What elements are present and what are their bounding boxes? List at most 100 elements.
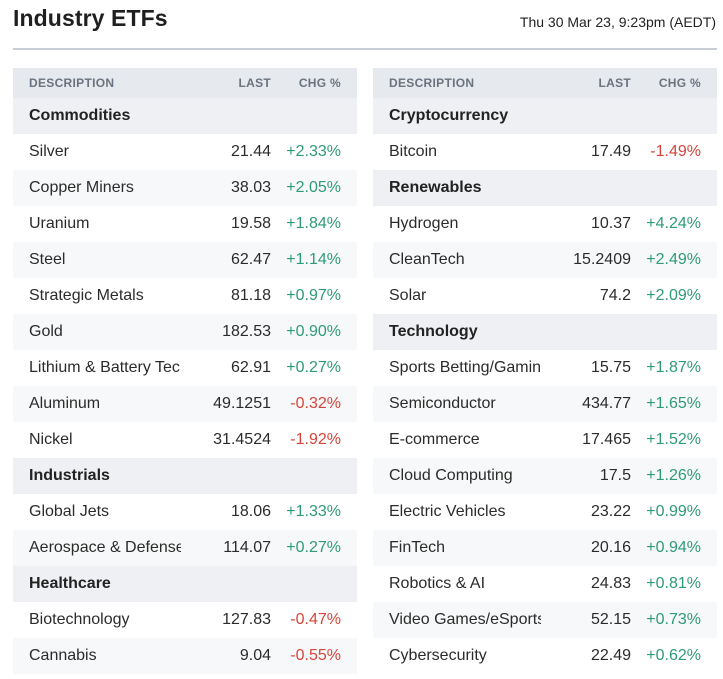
- table-row[interactable]: Sports Betting/Gaming 15.75 +1.87%: [373, 350, 717, 386]
- category-label: Technology: [389, 323, 478, 340]
- table-row[interactable]: Gold 182.53 +0.90%: [13, 314, 357, 350]
- column-header-change[interactable]: CHG %: [298, 76, 341, 90]
- change-percent: +0.99%: [646, 503, 701, 520]
- category-header: Technology: [373, 314, 717, 350]
- table-row[interactable]: Robotics & AI 24.83 +0.81%: [373, 566, 717, 602]
- table-row[interactable]: Hydrogen 10.37 +4.24%: [373, 206, 717, 242]
- change-percent: +1.52%: [646, 431, 701, 448]
- etf-name[interactable]: Electric Vehicles: [389, 503, 506, 520]
- etf-name[interactable]: Uranium: [29, 215, 90, 232]
- last-price: 17.5: [599, 467, 631, 484]
- last-price: 62.47: [230, 251, 271, 268]
- table-row[interactable]: Solar 74.2 +2.09%: [373, 278, 717, 314]
- timestamp: Thu 30 Mar 23, 9:23pm (AEDT): [519, 14, 716, 30]
- table-row[interactable]: Aluminum 49.1251 -0.32%: [13, 386, 357, 422]
- table-row[interactable]: Global Jets 18.06 +1.33%: [13, 494, 357, 530]
- change-percent: +2.05%: [286, 179, 341, 196]
- etf-name[interactable]: Biotechnology: [29, 611, 130, 628]
- table-row[interactable]: Aerospace & Defense 114.07 +0.27%: [13, 530, 357, 566]
- etf-name[interactable]: Semiconductor: [389, 395, 496, 412]
- change-percent: +1.87%: [646, 359, 701, 376]
- etf-name[interactable]: Silver: [29, 143, 70, 160]
- etf-name[interactable]: E-commerce: [389, 431, 480, 448]
- etf-name[interactable]: Cannabis: [29, 647, 97, 664]
- etf-name[interactable]: Video Games/eSports: [389, 611, 541, 628]
- last-price: 17.49: [590, 143, 631, 160]
- table-row[interactable]: Nickel 31.4524 -1.92%: [13, 422, 357, 458]
- category-header: Industrials: [13, 458, 357, 494]
- etf-name[interactable]: Hydrogen: [389, 215, 459, 232]
- etf-name[interactable]: Aluminum: [29, 395, 101, 412]
- table-row[interactable]: Cloud Computing 17.5 +1.26%: [373, 458, 717, 494]
- change-percent: +2.33%: [286, 143, 341, 160]
- table-row[interactable]: Biotechnology 127.83 -0.47%: [13, 602, 357, 638]
- etf-name[interactable]: Cybersecurity: [389, 647, 487, 664]
- etf-name[interactable]: Cloud Computing: [389, 467, 513, 484]
- table-row[interactable]: Strategic Metals 81.18 +0.97%: [13, 278, 357, 314]
- change-percent: +2.49%: [646, 251, 701, 268]
- table-row[interactable]: Uranium 19.58 +1.84%: [13, 206, 357, 242]
- column-header-last[interactable]: LAST: [238, 76, 271, 90]
- last-price: 24.83: [590, 575, 631, 592]
- column-header-change[interactable]: CHG %: [658, 76, 701, 90]
- table-header: DESCRIPTION LAST CHG %: [373, 68, 717, 98]
- change-percent: -0.32%: [290, 395, 341, 412]
- last-price: 31.4524: [213, 431, 271, 448]
- table-row[interactable]: Copper Miners 38.03 +2.05%: [13, 170, 357, 206]
- change-percent: -1.92%: [290, 431, 341, 448]
- last-price: 38.03: [230, 179, 271, 196]
- table-row[interactable]: Cannabis 9.04 -0.55%: [13, 638, 357, 674]
- etf-name[interactable]: Aerospace & Defense: [29, 539, 181, 556]
- table-row[interactable]: Steel 62.47 +1.14%: [13, 242, 357, 278]
- table-row[interactable]: Bitcoin 17.49 -1.49%: [373, 134, 717, 170]
- table-row[interactable]: Video Games/eSports 52.15 +0.73%: [373, 602, 717, 638]
- etf-name[interactable]: Steel: [29, 251, 66, 268]
- etf-name[interactable]: Solar: [389, 287, 427, 304]
- column-header-description[interactable]: DESCRIPTION: [29, 76, 115, 90]
- last-price: 23.22: [590, 503, 631, 520]
- change-percent: +4.24%: [646, 215, 701, 232]
- etf-name[interactable]: Gold: [29, 323, 63, 340]
- etf-name[interactable]: Strategic Metals: [29, 287, 144, 304]
- column-header-last[interactable]: LAST: [598, 76, 631, 90]
- column-header-description[interactable]: DESCRIPTION: [389, 76, 475, 90]
- last-price: 22.49: [590, 647, 631, 664]
- last-price: 19.58: [230, 215, 271, 232]
- etf-name[interactable]: FinTech: [389, 539, 446, 556]
- last-price: 62.91: [230, 359, 271, 376]
- table-body: Cryptocurrency Bitcoin 17.49 -1.49% Renewabl…: [373, 98, 717, 674]
- etf-name[interactable]: Nickel: [29, 431, 73, 448]
- table-row[interactable]: Electric Vehicles 23.22 +0.99%: [373, 494, 717, 530]
- change-percent: +0.81%: [646, 575, 701, 592]
- table-row[interactable]: CleanTech 15.2409 +2.49%: [373, 242, 717, 278]
- last-price: 52.15: [590, 611, 631, 628]
- change-percent: +0.27%: [286, 539, 341, 556]
- etf-table-right: DESCRIPTION LAST CHG % Cryptocurrency Bit…: [373, 68, 717, 674]
- change-percent: +1.65%: [646, 395, 701, 412]
- etf-name[interactable]: Sports Betting/Gaming: [389, 359, 541, 376]
- etf-name[interactable]: Robotics & AI: [389, 575, 486, 592]
- change-percent: +1.26%: [646, 467, 701, 484]
- last-price: 15.2409: [573, 251, 631, 268]
- last-price: 182.53: [222, 323, 271, 340]
- table-row[interactable]: Silver 21.44 +2.33%: [13, 134, 357, 170]
- etf-name[interactable]: Lithium & Battery Tech: [29, 359, 181, 376]
- change-percent: +1.84%: [286, 215, 341, 232]
- table-row[interactable]: Lithium & Battery Tech 62.91 +0.27%: [13, 350, 357, 386]
- category-header: Cryptocurrency: [373, 98, 717, 134]
- etf-name[interactable]: Bitcoin: [389, 143, 438, 160]
- etf-table-left: DESCRIPTION LAST CHG % Commodities Silver…: [13, 68, 357, 674]
- etf-name[interactable]: CleanTech: [389, 251, 465, 268]
- change-percent: +0.94%: [646, 539, 701, 556]
- table-row[interactable]: Cybersecurity 22.49 +0.62%: [373, 638, 717, 674]
- category-label: Industrials: [29, 467, 110, 484]
- etf-name[interactable]: Global Jets: [29, 503, 110, 520]
- table-row[interactable]: FinTech 20.16 +0.94%: [373, 530, 717, 566]
- category-label: Cryptocurrency: [389, 107, 509, 124]
- last-price: 74.2: [599, 287, 631, 304]
- change-percent: -1.49%: [650, 143, 701, 160]
- table-row[interactable]: Semiconductor 434.77 +1.65%: [373, 386, 717, 422]
- category-header: Healthcare: [13, 566, 357, 602]
- table-row[interactable]: E-commerce 17.465 +1.52%: [373, 422, 717, 458]
- etf-name[interactable]: Copper Miners: [29, 179, 134, 196]
